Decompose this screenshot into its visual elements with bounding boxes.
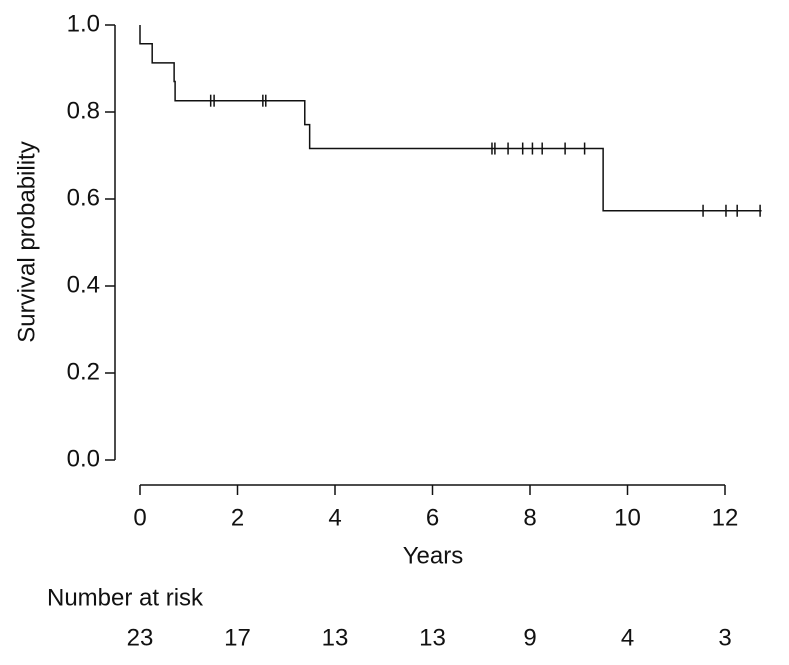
x-tick-label: 0: [133, 504, 146, 531]
x-tick-label: 6: [426, 504, 439, 531]
y-tick-label: 0.4: [67, 271, 100, 298]
y-tick-label: 1.0: [67, 10, 100, 37]
x-tick-label: 12: [712, 504, 739, 531]
x-tick-label: 8: [523, 504, 536, 531]
y-tick-label: 0.2: [67, 358, 100, 385]
risk-count: 4: [621, 624, 634, 651]
risk-count: 13: [322, 624, 349, 651]
risk-count: 13: [419, 624, 446, 651]
y-tick-label: 0.8: [67, 97, 100, 124]
x-tick-label: 2: [231, 504, 244, 531]
risk-count: 17: [224, 624, 251, 651]
y-axis-label: Survival probability: [13, 141, 40, 342]
risk-count: 23: [127, 624, 154, 651]
x-tick-label: 10: [614, 504, 641, 531]
survival-curve: [139, 25, 762, 212]
risk-table-title: Number at risk: [47, 584, 204, 611]
x-axis-label: Years: [403, 542, 464, 569]
y-tick-label: 0.6: [67, 184, 100, 211]
risk-count: 3: [718, 624, 731, 651]
y-tick-label: 0.0: [67, 445, 100, 472]
risk-count: 9: [523, 624, 536, 651]
x-tick-label: 4: [328, 504, 341, 531]
